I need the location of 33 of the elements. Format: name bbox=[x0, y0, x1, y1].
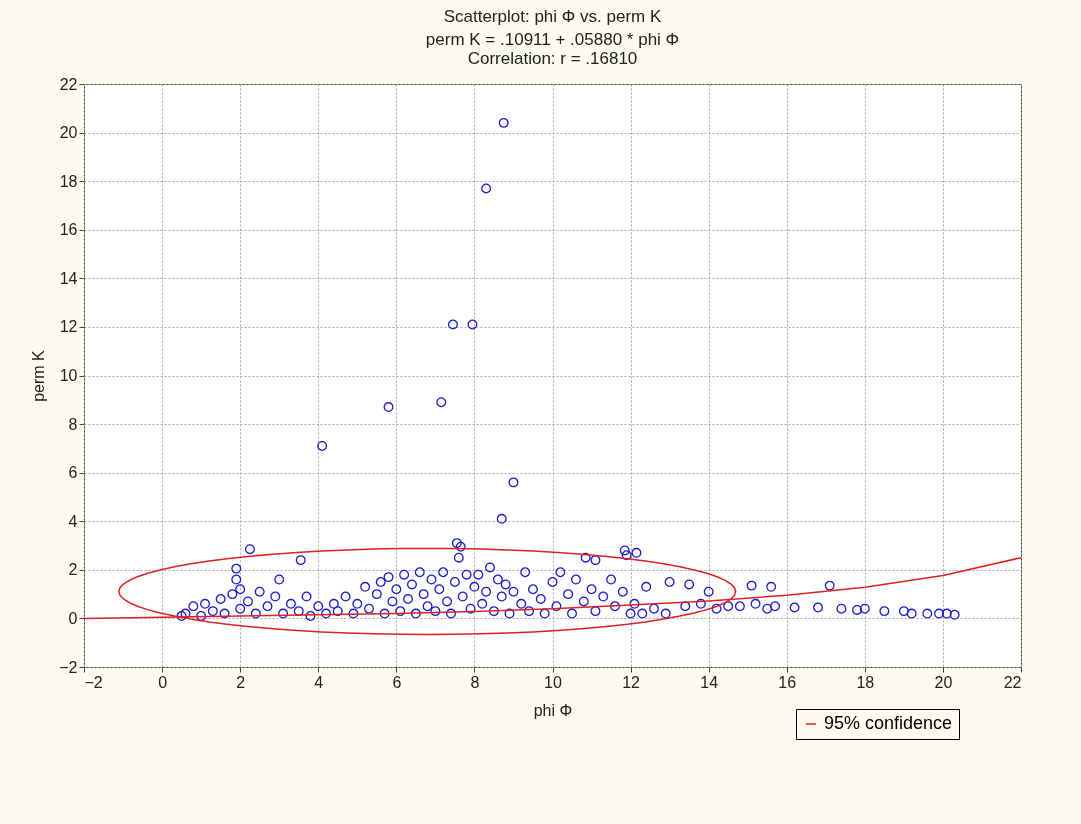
y-tick-label: 0 bbox=[68, 609, 78, 627]
x-tick-label: 4 bbox=[314, 673, 324, 691]
y-tick-label: 22 bbox=[59, 75, 78, 93]
y-tick-label: 16 bbox=[59, 221, 78, 239]
y-axis-title: perm K bbox=[30, 349, 48, 402]
text: Correlation: r = .16810 bbox=[467, 49, 638, 68]
x-tick-label: 18 bbox=[856, 673, 875, 691]
y-tick-label: 12 bbox=[59, 318, 78, 336]
x-tick-label: 8 bbox=[470, 673, 480, 691]
x-tick-label: 10 bbox=[544, 673, 562, 691]
line-series bbox=[83, 556, 1022, 620]
y-tick-label: 4 bbox=[68, 512, 78, 530]
y-tick-label: 20 bbox=[59, 124, 78, 142]
x-tick-label: 2 bbox=[236, 673, 246, 691]
x-tick-label: 12 bbox=[622, 673, 641, 691]
legend-label: 95% confidence bbox=[824, 713, 953, 733]
x-tick-label: −2 bbox=[84, 673, 103, 691]
y-tick-label: 14 bbox=[59, 269, 78, 287]
y-tick-label: 10 bbox=[59, 367, 78, 384]
y-tick-label: 18 bbox=[59, 172, 78, 190]
x-tick-label: 16 bbox=[778, 673, 797, 691]
x-axis-title: phi Φ bbox=[533, 701, 573, 719]
y-tick-label: 8 bbox=[68, 415, 78, 433]
y-tick-label: 2 bbox=[68, 561, 78, 579]
x-tick-label: 6 bbox=[392, 673, 402, 691]
y-tick-label: 6 bbox=[68, 464, 78, 482]
y-tick-label: −2 bbox=[59, 658, 78, 676]
x-tick-label: 14 bbox=[700, 673, 719, 691]
x-tick-label: 22 bbox=[1003, 673, 1022, 691]
chart-title: Scatterplot: phi Φ vs. perm K bbox=[443, 7, 662, 26]
x-tick-label: 20 bbox=[934, 673, 953, 691]
x-tick-label: 0 bbox=[158, 673, 168, 691]
chart-subtitle: perm K = .10911 + .05880 * phi Φ bbox=[425, 30, 680, 49]
